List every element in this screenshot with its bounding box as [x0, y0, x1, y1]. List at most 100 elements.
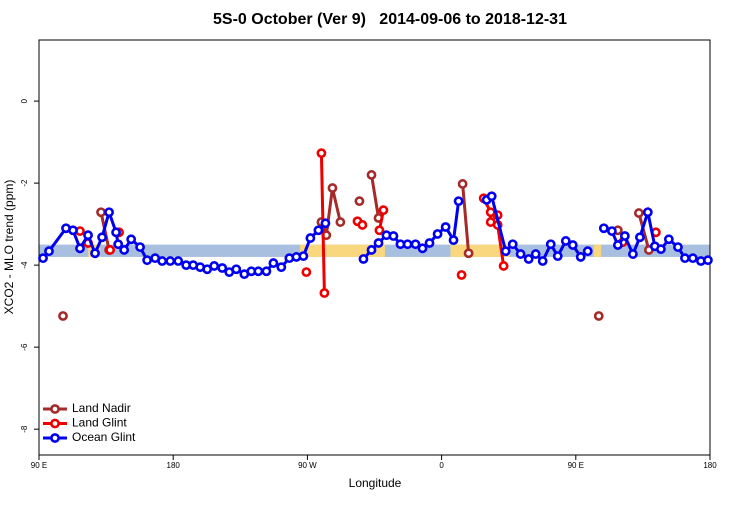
- data-point: [388, 231, 399, 241]
- data-point: [628, 249, 638, 259]
- data-point: [111, 227, 121, 238]
- legend-label: Ocean Glint: [72, 430, 136, 444]
- chart-title: 5S-0 October (Ver 9) 2014-09-06 to 2018-…: [213, 11, 567, 28]
- data-point: [560, 236, 571, 246]
- data-point: [44, 246, 54, 257]
- legend-marker: [50, 433, 60, 443]
- data-point: [374, 225, 385, 236]
- data-point: [58, 311, 68, 321]
- data-point: [432, 229, 443, 239]
- data-point: [673, 242, 683, 252]
- legend-label: Land Nadir: [72, 401, 131, 415]
- data-point: [507, 239, 518, 250]
- data-point: [530, 249, 541, 259]
- data-point: [606, 226, 617, 236]
- data-point: [354, 196, 365, 207]
- data-point: [593, 311, 604, 321]
- y-tick-label: -6: [20, 343, 29, 351]
- data-point: [319, 288, 330, 298]
- data-point: [104, 207, 114, 218]
- legend-marker: [50, 418, 60, 429]
- x-tick-label: 0: [439, 461, 444, 470]
- legend-marker: [50, 404, 60, 414]
- data-point: [545, 239, 556, 250]
- data-point: [373, 238, 384, 248]
- band-highlight: [299, 244, 385, 257]
- band-highlight: [593, 244, 602, 257]
- x-tick-label: 90 E: [568, 461, 584, 470]
- plot-frame: [38, 39, 711, 456]
- data-point: [575, 252, 586, 262]
- data-point: [313, 225, 324, 236]
- y-tick-label: -4: [20, 261, 29, 269]
- data-point: [552, 251, 563, 262]
- data-point: [68, 225, 78, 236]
- data-point: [498, 261, 509, 271]
- data-point: [135, 242, 145, 252]
- data-point: [165, 256, 176, 266]
- y-tick-label: -8: [20, 425, 29, 433]
- data-point: [456, 270, 467, 280]
- data-point: [366, 245, 377, 255]
- data-point: [366, 170, 377, 180]
- data-point: [327, 183, 338, 193]
- data-point: [417, 243, 428, 254]
- data-point: [453, 196, 464, 207]
- data-point: [113, 239, 124, 250]
- data-point: [598, 223, 609, 234]
- y-tick-label: 0: [20, 98, 29, 103]
- x-tick-label: 180: [167, 461, 181, 470]
- data-point: [500, 246, 511, 257]
- data-point: [663, 234, 674, 245]
- data-point: [142, 255, 153, 266]
- x-tick-label: 90 W: [298, 461, 317, 470]
- x-tick-label: 180: [703, 461, 717, 470]
- data-point: [97, 232, 107, 243]
- data-point: [619, 231, 630, 241]
- data-point: [410, 239, 421, 250]
- data-point: [335, 217, 346, 227]
- data-point: [402, 239, 413, 250]
- data-point: [357, 220, 368, 230]
- data-point: [440, 222, 451, 232]
- data-point: [75, 243, 85, 254]
- x-tick-label: 90 E: [31, 461, 47, 470]
- data-point: [515, 249, 526, 259]
- x-axis-label: Longitude: [349, 476, 402, 490]
- data-point: [457, 179, 468, 189]
- data-point: [448, 235, 459, 246]
- data-point: [687, 253, 698, 264]
- data-point: [582, 246, 593, 257]
- data-point: [301, 267, 312, 278]
- data-point: [424, 238, 435, 248]
- data-point: [567, 240, 578, 250]
- data-point: [83, 230, 93, 241]
- data-point: [633, 208, 644, 218]
- data-point: [642, 207, 653, 218]
- data-point: [261, 266, 272, 277]
- data-point: [537, 256, 548, 266]
- data-point: [680, 253, 690, 264]
- data-point: [38, 253, 48, 264]
- y-axis-label: XCO2 - MLO trend (ppm): [2, 180, 16, 315]
- data-point: [231, 264, 242, 275]
- data-point: [635, 232, 645, 243]
- data-point: [612, 240, 623, 250]
- data-point: [321, 230, 332, 241]
- legend-label: Land Glint: [72, 416, 127, 430]
- data-point: [119, 245, 130, 255]
- data-point: [96, 207, 106, 218]
- data-point: [90, 248, 100, 259]
- data-point: [126, 234, 137, 245]
- data-point: [463, 248, 474, 259]
- data-point: [105, 245, 116, 255]
- data-point: [320, 218, 331, 229]
- data-point: [276, 262, 287, 273]
- y-tick-label: -2: [20, 179, 29, 187]
- data-point: [358, 254, 369, 264]
- data-point: [523, 254, 534, 264]
- data-point: [253, 266, 264, 277]
- data-point: [656, 244, 666, 255]
- data-point: [703, 255, 713, 266]
